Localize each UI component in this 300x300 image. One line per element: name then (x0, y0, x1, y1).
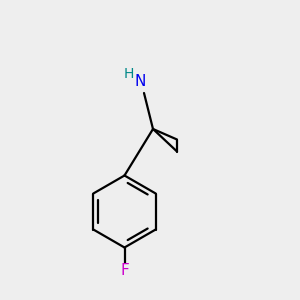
Text: N: N (134, 74, 146, 88)
Text: H: H (124, 67, 134, 80)
Text: F: F (120, 263, 129, 278)
